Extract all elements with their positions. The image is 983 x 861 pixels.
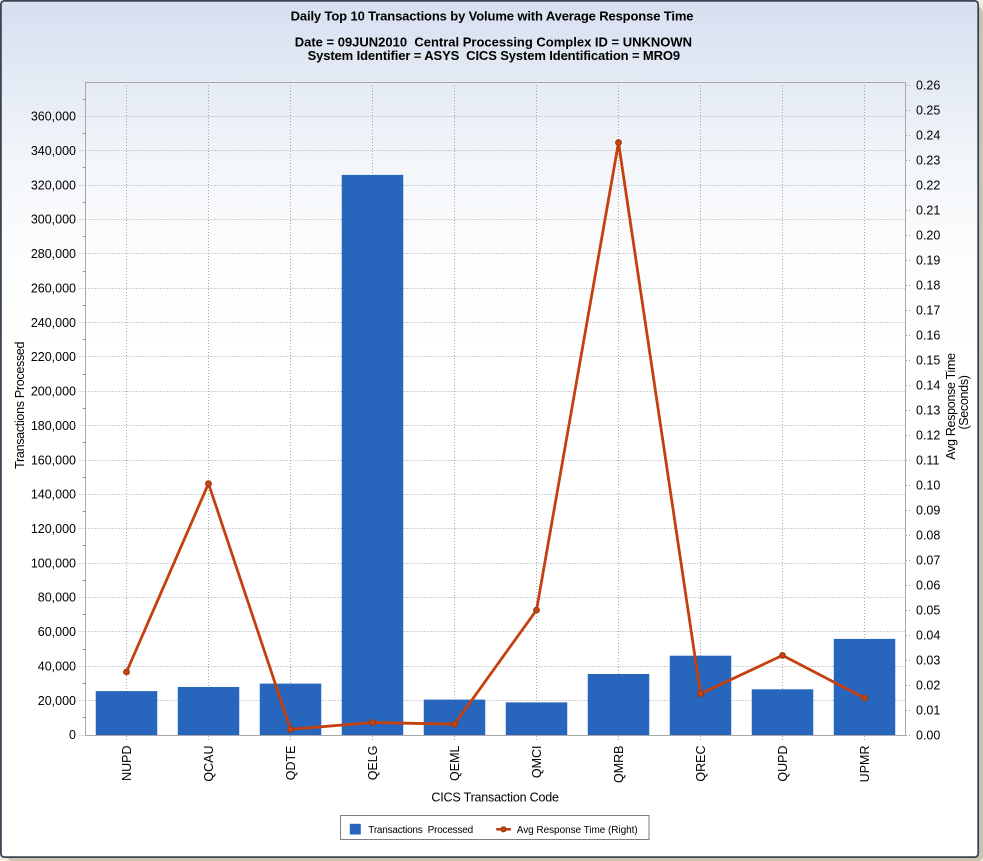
svg-text:0.18: 0.18 bbox=[916, 279, 940, 293]
svg-text:0.20: 0.20 bbox=[916, 229, 940, 243]
svg-text:QELG: QELG bbox=[366, 746, 380, 781]
svg-text:QUPD: QUPD bbox=[776, 746, 790, 782]
svg-text:0.09: 0.09 bbox=[916, 504, 940, 518]
svg-text:180,000: 180,000 bbox=[31, 419, 76, 433]
svg-text:0.24: 0.24 bbox=[916, 129, 940, 143]
svg-text:20,000: 20,000 bbox=[38, 694, 76, 708]
svg-text:0.17: 0.17 bbox=[916, 304, 940, 318]
svg-text:0: 0 bbox=[69, 728, 76, 742]
svg-text:CICS Transaction Code: CICS Transaction Code bbox=[431, 791, 559, 805]
svg-text:280,000: 280,000 bbox=[31, 247, 76, 261]
svg-text:Transactions Processed: Transactions Processed bbox=[13, 341, 27, 468]
svg-text:160,000: 160,000 bbox=[31, 453, 76, 467]
svg-text:40,000: 40,000 bbox=[38, 660, 76, 674]
svg-text:QEML: QEML bbox=[448, 745, 462, 780]
svg-text:240,000: 240,000 bbox=[31, 316, 76, 330]
svg-text:80,000: 80,000 bbox=[38, 591, 76, 605]
svg-text:0.22: 0.22 bbox=[916, 179, 940, 193]
svg-text:Transactions Processed: Transactions Processed bbox=[368, 825, 473, 836]
svg-text:0.19: 0.19 bbox=[916, 254, 940, 268]
svg-text:260,000: 260,000 bbox=[31, 281, 76, 295]
svg-text:200,000: 200,000 bbox=[31, 385, 76, 399]
svg-text:(Seconds): (Seconds) bbox=[957, 375, 971, 429]
svg-text:0.07: 0.07 bbox=[916, 554, 940, 568]
svg-text:0.05: 0.05 bbox=[916, 604, 940, 618]
svg-text:NUPD: NUPD bbox=[120, 746, 134, 781]
svg-text:60,000: 60,000 bbox=[38, 625, 76, 639]
svg-text:300,000: 300,000 bbox=[31, 213, 76, 227]
svg-text:0.13: 0.13 bbox=[916, 404, 940, 418]
svg-text:Daily Top 10 Transactions by V: Daily Top 10 Transactions by Volume with… bbox=[291, 9, 694, 24]
svg-text:120,000: 120,000 bbox=[31, 522, 76, 536]
svg-text:140,000: 140,000 bbox=[31, 488, 76, 502]
svg-text:0.02: 0.02 bbox=[916, 679, 940, 693]
svg-text:Date = 09JUN2010 Central Proc: Date = 09JUN2010 Central Processing Comp… bbox=[295, 35, 692, 50]
svg-text:QMRB: QMRB bbox=[612, 746, 626, 784]
svg-text:Avg Response Time: Avg Response Time bbox=[944, 353, 958, 460]
svg-text:Avg Response Time (Right): Avg Response Time (Right) bbox=[517, 825, 638, 836]
svg-text:0.26: 0.26 bbox=[916, 79, 940, 93]
svg-text:0.12: 0.12 bbox=[916, 429, 940, 443]
svg-text:0.03: 0.03 bbox=[916, 654, 940, 668]
svg-text:QREC: QREC bbox=[694, 746, 708, 782]
svg-text:0.23: 0.23 bbox=[916, 154, 940, 168]
svg-text:0.15: 0.15 bbox=[916, 354, 940, 368]
svg-text:0.14: 0.14 bbox=[916, 379, 940, 393]
svg-text:0.21: 0.21 bbox=[916, 204, 940, 218]
svg-text:0.10: 0.10 bbox=[916, 479, 940, 493]
svg-text:QMCI: QMCI bbox=[530, 746, 544, 779]
svg-text:220,000: 220,000 bbox=[31, 350, 76, 364]
svg-text:0.25: 0.25 bbox=[916, 104, 940, 118]
svg-text:System Identifier = ASYS CICS: System Identifier = ASYS CICS System Ide… bbox=[308, 48, 680, 63]
svg-text:340,000: 340,000 bbox=[31, 144, 76, 158]
svg-text:0.06: 0.06 bbox=[916, 579, 940, 593]
svg-text:100,000: 100,000 bbox=[31, 556, 76, 570]
svg-text:0.04: 0.04 bbox=[916, 629, 940, 643]
svg-text:QCAU: QCAU bbox=[202, 746, 216, 782]
svg-text:QDTE: QDTE bbox=[284, 746, 298, 781]
svg-text:UPMR: UPMR bbox=[858, 746, 872, 783]
svg-text:360,000: 360,000 bbox=[31, 110, 76, 124]
svg-text:0.08: 0.08 bbox=[916, 529, 940, 543]
svg-text:0.16: 0.16 bbox=[916, 329, 940, 343]
svg-text:0.00: 0.00 bbox=[916, 729, 940, 743]
svg-text:320,000: 320,000 bbox=[31, 178, 76, 192]
svg-text:0.11: 0.11 bbox=[916, 454, 939, 468]
svg-text:0.01: 0.01 bbox=[916, 704, 940, 718]
